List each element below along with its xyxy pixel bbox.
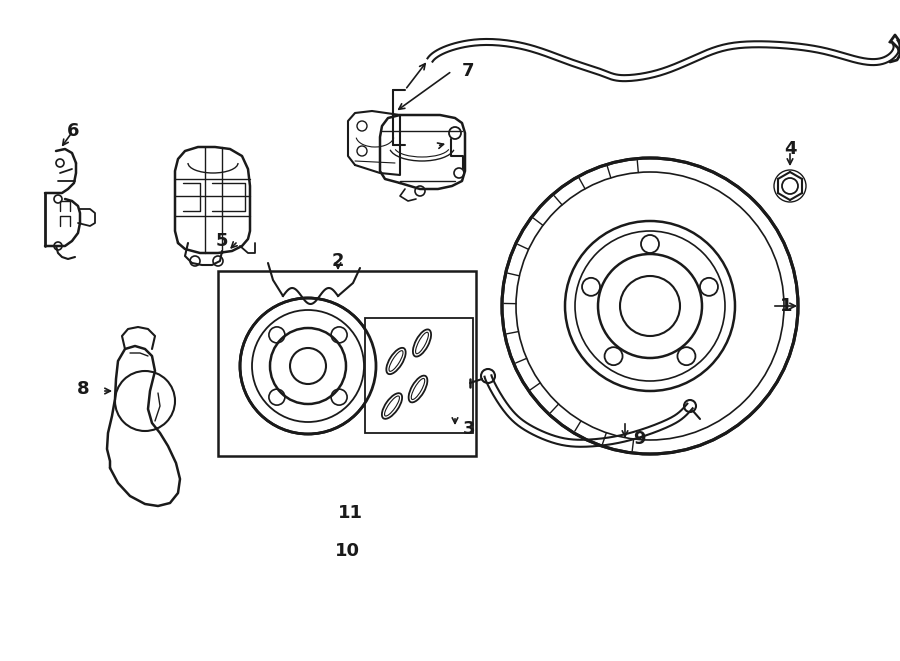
Text: 7: 7 bbox=[462, 62, 474, 80]
Ellipse shape bbox=[382, 393, 402, 419]
Text: 1: 1 bbox=[780, 297, 793, 315]
Ellipse shape bbox=[409, 375, 428, 403]
Ellipse shape bbox=[389, 350, 403, 371]
Ellipse shape bbox=[411, 379, 425, 399]
Text: 9: 9 bbox=[633, 430, 645, 448]
Bar bbox=[218, 271, 476, 456]
Circle shape bbox=[240, 298, 376, 434]
Ellipse shape bbox=[386, 348, 406, 374]
Ellipse shape bbox=[413, 329, 431, 356]
Text: 3: 3 bbox=[463, 420, 475, 438]
Ellipse shape bbox=[416, 332, 428, 354]
Text: 5: 5 bbox=[215, 232, 228, 250]
Circle shape bbox=[502, 158, 798, 454]
Text: 6: 6 bbox=[67, 122, 79, 140]
Text: 10: 10 bbox=[335, 542, 360, 560]
Text: 4: 4 bbox=[784, 140, 796, 158]
Text: 11: 11 bbox=[338, 504, 363, 522]
Text: 8: 8 bbox=[77, 380, 90, 398]
Bar bbox=[365, 318, 473, 433]
Ellipse shape bbox=[384, 396, 400, 416]
Text: 2: 2 bbox=[332, 252, 344, 270]
